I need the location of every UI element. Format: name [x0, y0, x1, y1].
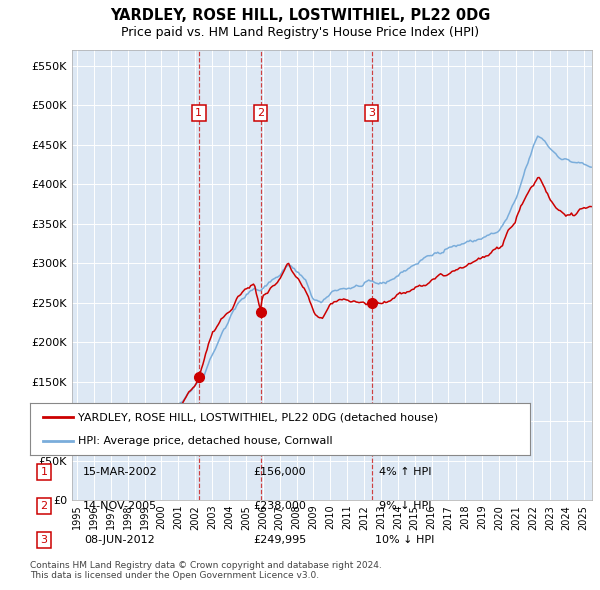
Text: £156,000: £156,000 — [254, 467, 307, 477]
Text: 14-NOV-2005: 14-NOV-2005 — [83, 501, 157, 511]
Text: Price paid vs. HM Land Registry's House Price Index (HPI): Price paid vs. HM Land Registry's House … — [121, 26, 479, 39]
Text: YARDLEY, ROSE HILL, LOSTWITHIEL, PL22 0DG: YARDLEY, ROSE HILL, LOSTWITHIEL, PL22 0D… — [110, 8, 490, 23]
Text: 3: 3 — [41, 535, 47, 545]
Text: 08-JUN-2012: 08-JUN-2012 — [85, 535, 155, 545]
Text: 3: 3 — [368, 108, 375, 118]
Text: 1: 1 — [195, 108, 202, 118]
Text: 1: 1 — [41, 467, 47, 477]
Text: 15-MAR-2002: 15-MAR-2002 — [83, 467, 157, 477]
Text: HPI: Average price, detached house, Cornwall: HPI: Average price, detached house, Corn… — [77, 436, 332, 446]
Text: 2: 2 — [257, 108, 264, 118]
Text: 4% ↑ HPI: 4% ↑ HPI — [379, 467, 431, 477]
Text: £249,995: £249,995 — [253, 535, 307, 545]
Text: £238,000: £238,000 — [254, 501, 307, 511]
Text: 2: 2 — [40, 501, 47, 511]
Text: 10% ↓ HPI: 10% ↓ HPI — [376, 535, 434, 545]
Text: YARDLEY, ROSE HILL, LOSTWITHIEL, PL22 0DG (detached house): YARDLEY, ROSE HILL, LOSTWITHIEL, PL22 0D… — [77, 412, 437, 422]
Text: 9% ↓ HPI: 9% ↓ HPI — [379, 501, 431, 511]
Text: Contains HM Land Registry data © Crown copyright and database right 2024.
This d: Contains HM Land Registry data © Crown c… — [30, 560, 382, 580]
